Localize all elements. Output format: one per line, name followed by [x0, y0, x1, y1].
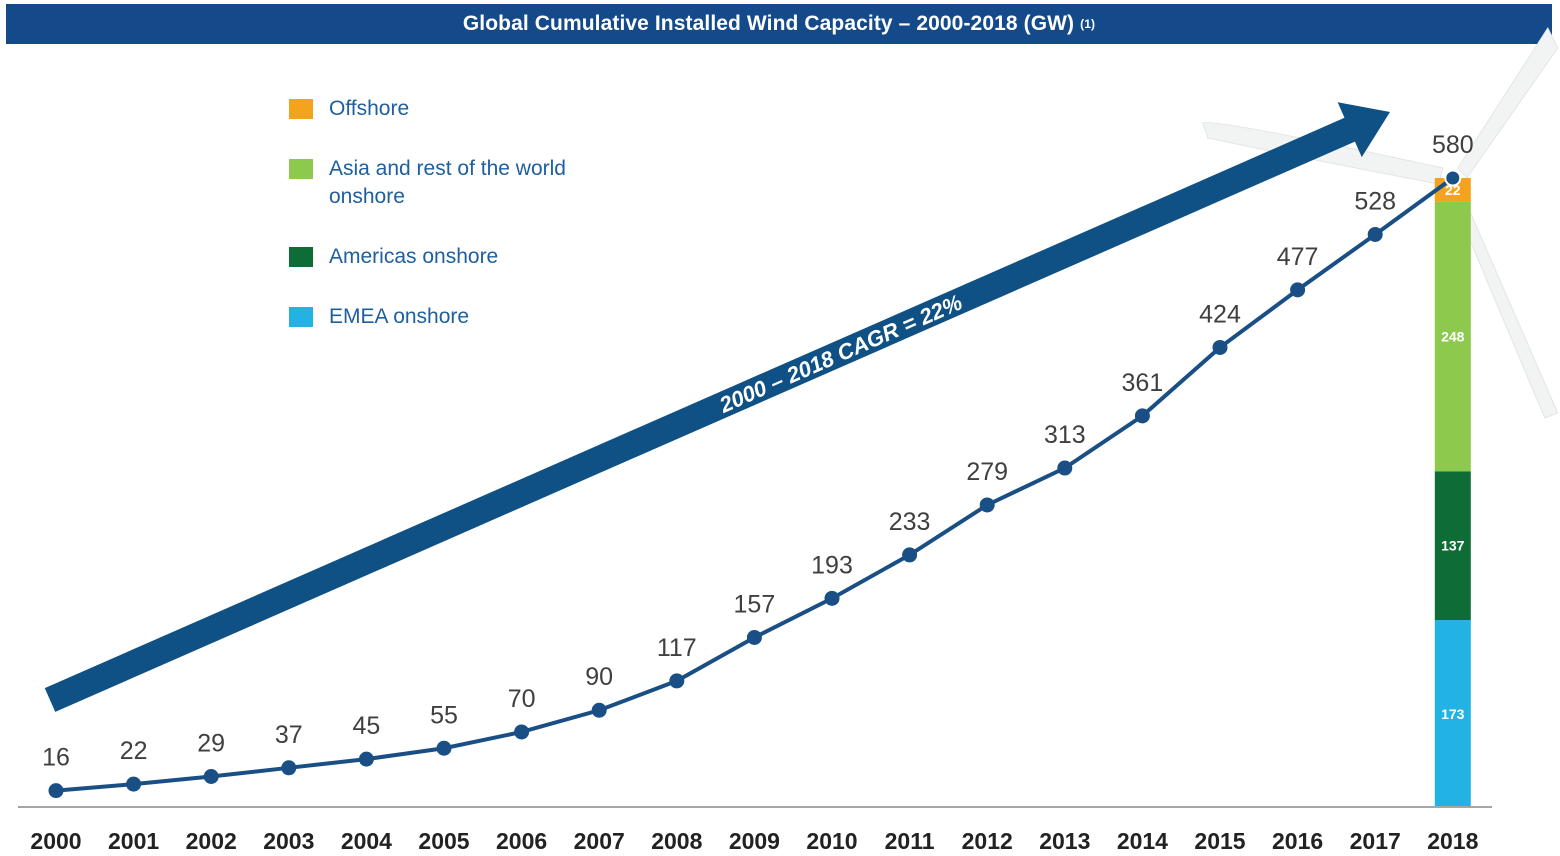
data-label: 361	[1122, 369, 1164, 397]
legend-swatch	[289, 247, 313, 267]
data-point	[358, 751, 374, 767]
x-tick-label: 2001	[108, 828, 159, 854]
x-tick-label: 2018	[1427, 828, 1478, 854]
legend-label: Offshore	[329, 97, 410, 120]
legend-swatch	[289, 159, 313, 179]
legend-swatch	[289, 307, 313, 327]
bar-segment-label: 173	[1441, 706, 1465, 722]
data-point	[436, 740, 452, 756]
data-label: 55	[430, 701, 458, 729]
x-tick-label: 2000	[30, 828, 81, 854]
data-point	[746, 629, 762, 645]
x-tick-label: 2005	[418, 828, 469, 854]
chart-title-bar: Global Cumulative Installed Wind Capacit…	[6, 4, 1552, 44]
legend-label: EMEA onshore	[329, 305, 470, 328]
series-line	[55, 176, 1454, 793]
data-point	[902, 547, 918, 563]
data-point	[281, 760, 297, 776]
data-label: 528	[1354, 187, 1396, 215]
x-axis: 2000 2001 2002 2003 2004 2005 2006 2007 2008 2009…	[18, 806, 1492, 854]
cagr-arrow: 2000 – 2018 CAGR = 22%	[44, 102, 1390, 712]
bar-segment	[1434, 471, 1471, 621]
x-tick-label: 2004	[341, 828, 392, 854]
bar-segment-label: 248	[1441, 329, 1465, 345]
arrow-body	[44, 102, 1390, 712]
x-tick-label: 2014	[1117, 828, 1168, 854]
legend-label: Americas onshore	[329, 245, 499, 268]
data-point	[1134, 408, 1150, 424]
bar-segment	[1434, 201, 1471, 472]
x-tick-label: 2011	[885, 828, 935, 854]
x-tick-label: 2017	[1350, 828, 1401, 854]
bar-segment-label: 137	[1441, 538, 1465, 554]
x-tick-label: 2006	[496, 828, 547, 854]
x-tick-label: 2010	[806, 828, 857, 854]
data-point	[1367, 226, 1383, 242]
legend-label: Asia and rest of the world onshore	[329, 157, 566, 208]
data-label: 193	[811, 551, 853, 579]
data-point	[126, 776, 142, 792]
legend-item: EMEA onshore	[289, 303, 649, 331]
data-label: 29	[197, 730, 225, 758]
data-point	[203, 769, 219, 784]
x-tick-label: 2007	[574, 828, 625, 854]
x-tick-label: 2002	[186, 828, 237, 854]
data-label: 90	[585, 663, 613, 691]
data-point	[48, 783, 64, 799]
data-label: 117	[657, 634, 697, 662]
data-label: 424	[1199, 300, 1241, 328]
turbine-blade	[1457, 26, 1559, 179]
cagr-label: 2000 – 2018 CAGR = 22%	[715, 289, 966, 418]
x-tick-label: 2008	[651, 828, 702, 854]
data-point	[591, 702, 607, 718]
legend-item: Asia and rest of the world onshore	[289, 155, 649, 211]
data-point	[1444, 169, 1462, 187]
legend-item: Americas onshore	[289, 243, 649, 271]
capacity-line-series	[48, 169, 1462, 799]
x-tick-label: 2016	[1272, 828, 1323, 854]
data-point	[1057, 460, 1073, 476]
bar-segment	[1434, 620, 1471, 808]
x-tick-label: 2013	[1039, 828, 1090, 854]
data-label: 22	[120, 737, 148, 765]
data-label: 157	[734, 590, 776, 618]
title-footnote-marker: (1)	[1080, 17, 1096, 31]
legend-swatch	[289, 99, 313, 119]
data-label: 477	[1277, 243, 1319, 271]
data-label: 37	[275, 721, 303, 749]
data-label: 45	[352, 712, 380, 740]
data-point	[669, 673, 685, 689]
x-tick-label: 2003	[263, 828, 314, 854]
legend-item: Offshore	[289, 95, 649, 123]
legend: Offshore Asia and rest of the world onsho…	[289, 95, 649, 331]
cagr-arrow-shape: 2000 – 2018 CAGR = 22%	[44, 102, 1390, 712]
bar-segment-label: 22	[1445, 182, 1461, 198]
data-label: 16	[42, 744, 70, 772]
data-label: 233	[889, 508, 931, 536]
data-label: 580	[1432, 131, 1474, 159]
data-point	[514, 724, 530, 740]
data-point	[1212, 339, 1228, 355]
data-label: 279	[966, 458, 1008, 486]
data-label: 70	[508, 685, 536, 713]
wind-turbine-icon	[1202, 26, 1559, 419]
data-point	[824, 590, 840, 606]
chart-title: Global Cumulative Installed Wind Capacit…	[462, 12, 1075, 35]
data-point	[979, 497, 995, 513]
stacked-bar-2018: 173 137 248 22	[1434, 178, 1471, 808]
data-labels: 16 22 29 37 45 55 70 90 117 157 193 233 279 313 361 424…	[42, 131, 1474, 772]
x-tick-label: 2015	[1194, 828, 1245, 854]
data-point	[1290, 282, 1306, 298]
x-tick-label: 2009	[729, 828, 780, 854]
x-tick-label: 2012	[962, 828, 1013, 854]
data-label: 313	[1044, 421, 1086, 449]
